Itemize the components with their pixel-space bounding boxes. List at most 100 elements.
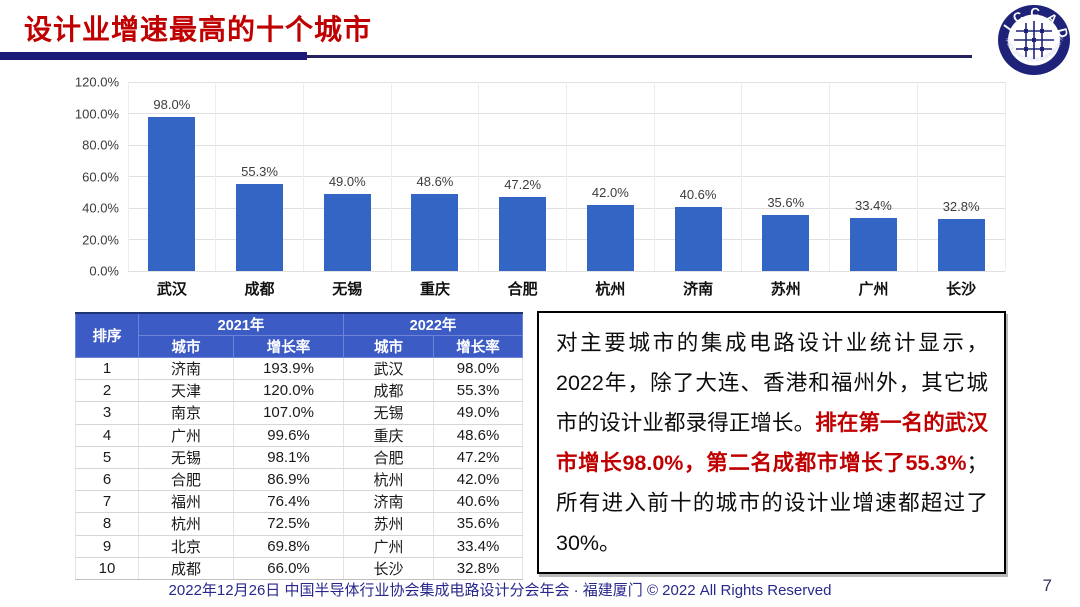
note-text-black-2: ；所有进入前十的城市的设计业增速都超过了30%。 [556,451,988,555]
col-header-2022: 2022年 [343,312,524,336]
table-row: 1 济南 193.9% 武汉 98.0% [75,357,524,381]
x-category-label: 杭州 [595,281,626,298]
table-cell-g21: 99.6% [232,424,345,447]
growth-bar-chart: 0.0% 20.0% 40.0% 60.0% 80.0% 100.0% 120.0% 98.… [75,75,1006,307]
x-category-label: 长沙 [946,281,977,298]
summary-note-box: 对主要城市的集成电路设计业统计显示，2022年，除了大连、香港和福州外，其它城市… [537,311,1006,574]
table-cell-city22: 广州 [343,535,435,558]
table-cell-g22: 35.6% [433,512,524,536]
bar-重庆 [411,194,459,271]
table-cell-city21: 合肥 [138,468,234,492]
x-category-label: 武汉 [156,281,187,298]
bar-value-label: 42.0% [591,184,629,200]
v-gridline [566,82,567,271]
x-category-label: 苏州 [770,281,801,298]
table-cell-g22: 42.0% [433,468,524,492]
v-gridline [741,82,743,271]
table-cell-rank: 10 [75,557,139,580]
bar-value-label: 55.3% [241,163,278,179]
bar-value-label: 35.6% [767,194,805,210]
table-cell-city22: 杭州 [343,468,435,492]
col-header-city-2021: 城市 [138,335,234,358]
y-tick-label: 40.0% [82,200,119,216]
bar-广州 [849,218,897,271]
table-cell-g21: 72.5% [232,512,345,536]
table-cell-g22: 49.0% [433,401,524,425]
footer-credit: 2022年12月26日 中国半导体行业协会集成电路设计分会年会 · 福建厦门 ©… [168,582,832,599]
table-cell-city22: 成都 [343,379,435,403]
table-cell-city22: 重庆 [343,424,435,447]
bar-济南 [674,207,722,271]
col-header-city-2022: 城市 [343,335,435,358]
table-cell-g22: 33.4% [433,535,524,558]
table-cell-rank: 8 [75,512,139,536]
v-gridline [390,82,392,271]
table-cell-city22: 济南 [343,490,435,514]
table-row: 5 无锡 98.1% 合肥 47.2% [75,446,524,469]
bar-value-label: 32.8% [942,199,980,215]
bar-苏州 [762,214,810,271]
table-row: 9 北京 69.8% 广州 33.4% [75,535,524,558]
table-row: 10 成都 66.0% 长沙 32.8% [75,557,524,580]
y-tick-label: 20.0% [82,232,119,247]
col-header-growth-2021: 增长率 [232,335,345,358]
table-cell-city22: 无锡 [343,401,435,425]
title-divider-thin [307,55,972,58]
table-cell-g22: 40.6% [433,490,524,514]
x-category-label: 无锡 [332,281,363,298]
table-cell-city21: 福州 [138,490,234,514]
bar-无锡 [323,193,371,271]
v-gridline [478,82,480,271]
y-tick-label: 80.0% [82,137,119,153]
col-header-2021: 2021年 [137,312,345,336]
x-category-label: 重庆 [419,281,450,298]
page-title: 设计业增速最高的十个城市 [24,14,373,45]
table-cell-g22: 98.0% [433,357,524,381]
bar-value-label: 47.2% [504,176,542,192]
col-header-rank: 排序 [75,312,139,358]
ranking-table: 排序 2021年 2022年 城市 增长率 城市 增长率 1 济南 193.9% 武汉… [75,312,524,580]
v-gridline [916,82,918,271]
chart-x-axis: 武汉 成都 无锡 重庆 合肥 杭州 济南 苏州 广州 长沙 [128,278,1005,299]
v-gridline [215,82,217,271]
x-category-label: 广州 [858,281,889,298]
y-tick-label: 120.0% [74,74,119,90]
table-cell-g21: 86.9% [232,468,345,492]
y-tick-label: 0.0% [89,263,119,279]
table-cell-rank: 3 [75,401,139,425]
title-divider-thick [0,52,307,60]
chart-plot-area: 98.0% 55.3% 49.0% 48.6% 47.2% 42.0% 40.6% 35.6%… [127,81,1006,272]
table-cell-g22: 48.6% [433,424,524,447]
x-category-label: 合肥 [507,281,538,298]
bar-成都 [236,183,284,271]
v-gridline [829,82,831,271]
table-cell-g21: 193.9% [232,357,345,381]
v-gridline [302,82,304,271]
x-category-label: 济南 [683,281,714,298]
note-text-red: 排在第一名的武汉市增长98.0%，第二名成都市增长了55.3% [556,411,988,475]
table-cell-g21: 66.0% [232,557,345,580]
table-cell-g21: 120.0% [232,379,345,403]
page-number: 7 [1042,576,1052,595]
table-cell-rank: 2 [75,379,139,403]
table-row: 3 南京 107.0% 无锡 49.0% [75,401,524,425]
table-cell-g22: 55.3% [433,379,524,403]
y-tick-label: 60.0% [82,169,119,184]
v-gridline [127,82,129,271]
table-row: 4 广州 99.6% 重庆 48.6% [75,424,524,447]
y-tick-label: 100.0% [74,106,119,121]
bar-value-label: 48.6% [416,174,454,190]
table-cell-city21: 成都 [138,557,234,580]
bar-value-label: 49.0% [328,173,366,189]
bar-长沙 [937,219,985,271]
table-cell-city22: 合肥 [343,446,435,469]
table-row: 8 杭州 72.5% 苏州 35.6% [75,512,524,536]
table-cell-rank: 1 [75,357,139,381]
table-cell-city21: 济南 [138,357,234,381]
table-cell-g22: 47.2% [433,446,524,469]
bar-合肥 [499,196,547,271]
table-cell-rank: 5 [75,446,139,469]
table-cell-city21: 无锡 [138,446,234,469]
v-gridline [1004,82,1006,271]
